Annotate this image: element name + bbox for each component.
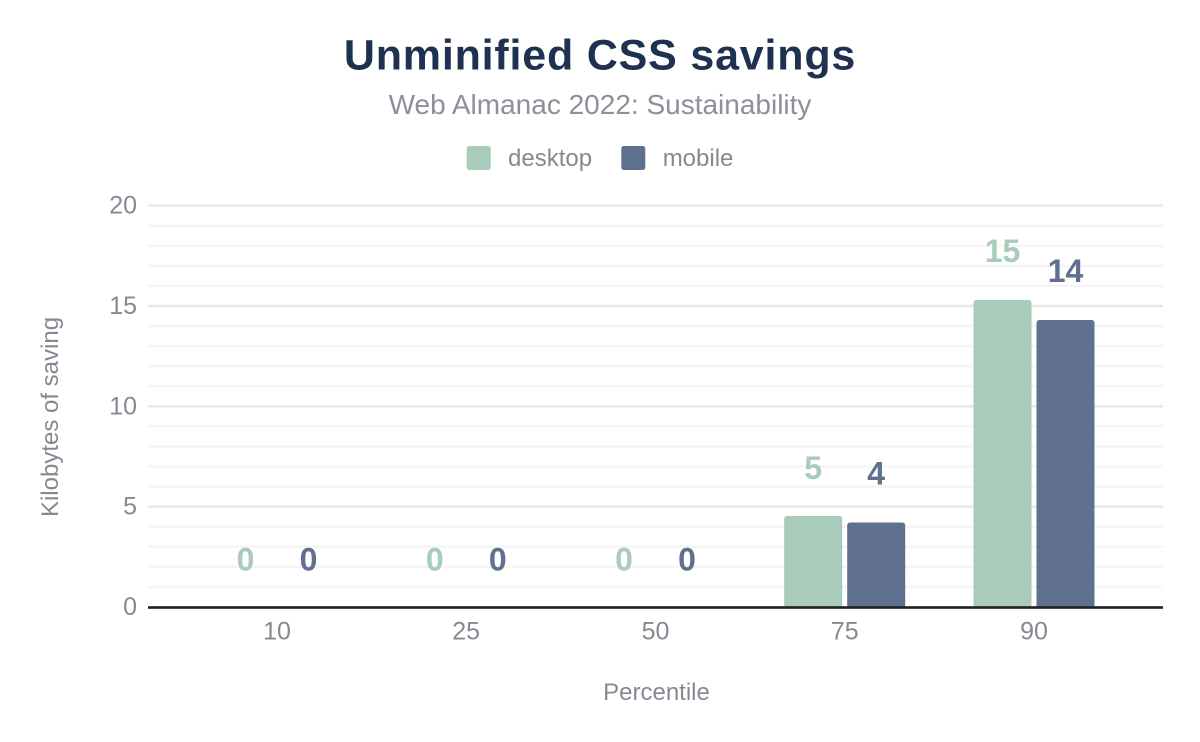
svg-text:5: 5 bbox=[123, 493, 137, 521]
svg-text:0: 0 bbox=[615, 542, 633, 578]
svg-text:90: 90 bbox=[1020, 618, 1048, 646]
svg-text:Web Almanac 2022: Sustainabili: Web Almanac 2022: Sustainability bbox=[389, 89, 812, 120]
svg-text:15: 15 bbox=[109, 292, 137, 320]
svg-text:10: 10 bbox=[109, 392, 137, 420]
svg-text:0: 0 bbox=[300, 542, 318, 578]
svg-text:20: 20 bbox=[109, 192, 137, 220]
svg-text:4: 4 bbox=[867, 456, 885, 492]
svg-text:10: 10 bbox=[263, 618, 291, 646]
svg-text:0: 0 bbox=[489, 542, 507, 578]
svg-text:5: 5 bbox=[804, 450, 822, 486]
svg-text:desktop: desktop bbox=[508, 145, 592, 172]
svg-text:25: 25 bbox=[452, 618, 480, 646]
svg-text:14: 14 bbox=[1048, 253, 1084, 289]
svg-text:15: 15 bbox=[985, 233, 1021, 269]
svg-text:Percentile: Percentile bbox=[603, 679, 710, 706]
svg-text:Kilobytes of saving: Kilobytes of saving bbox=[37, 317, 64, 517]
svg-text:Unminified CSS savings: Unminified CSS savings bbox=[344, 32, 856, 80]
svg-text:0: 0 bbox=[237, 542, 255, 578]
svg-text:0: 0 bbox=[678, 542, 696, 578]
svg-text:mobile: mobile bbox=[663, 145, 734, 172]
svg-text:0: 0 bbox=[426, 542, 444, 578]
svg-text:0: 0 bbox=[123, 593, 137, 621]
svg-text:75: 75 bbox=[831, 618, 859, 646]
svg-text:50: 50 bbox=[642, 618, 670, 646]
